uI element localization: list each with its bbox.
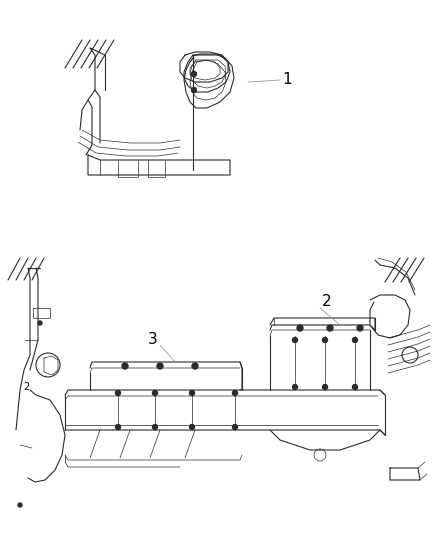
Circle shape — [190, 424, 194, 430]
Circle shape — [38, 321, 42, 325]
Circle shape — [18, 503, 22, 507]
Circle shape — [191, 87, 197, 93]
Text: 1: 1 — [282, 72, 292, 87]
Circle shape — [322, 384, 328, 390]
Circle shape — [192, 363, 198, 369]
Circle shape — [353, 337, 357, 343]
Circle shape — [152, 424, 158, 430]
Circle shape — [293, 384, 297, 390]
Text: 3: 3 — [148, 333, 158, 348]
Circle shape — [191, 71, 197, 77]
Circle shape — [322, 337, 328, 343]
Circle shape — [116, 391, 120, 395]
Circle shape — [116, 424, 120, 430]
Circle shape — [190, 391, 194, 395]
Circle shape — [297, 325, 303, 331]
Circle shape — [357, 325, 363, 331]
Circle shape — [233, 391, 237, 395]
Circle shape — [233, 424, 237, 430]
Circle shape — [152, 391, 158, 395]
Circle shape — [353, 384, 357, 390]
Text: 2: 2 — [23, 382, 29, 392]
Circle shape — [122, 363, 128, 369]
Circle shape — [293, 337, 297, 343]
Circle shape — [327, 325, 333, 331]
Circle shape — [157, 363, 163, 369]
Text: 2: 2 — [322, 295, 332, 310]
